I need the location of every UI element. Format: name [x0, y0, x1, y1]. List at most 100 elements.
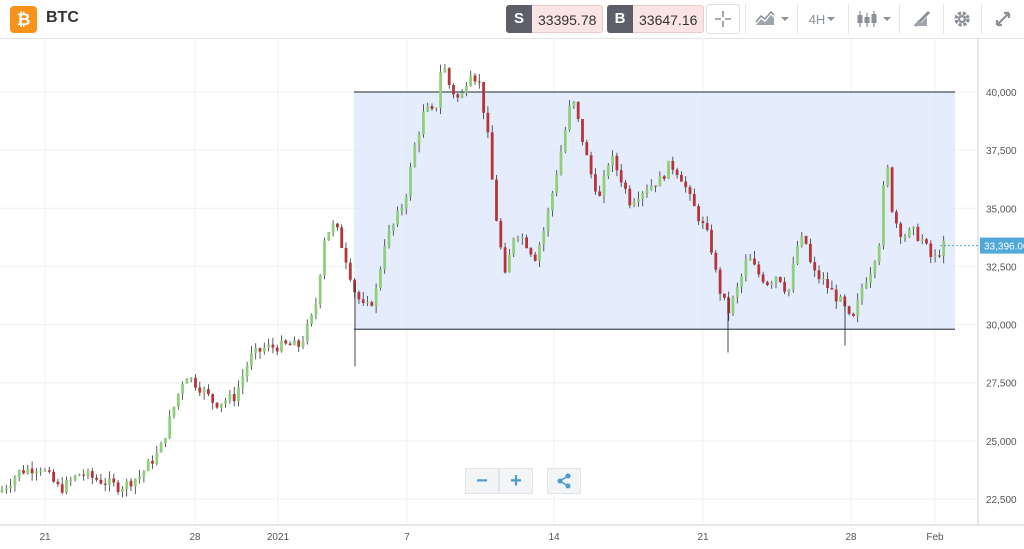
candle-body	[546, 210, 550, 231]
crosshair-icon	[715, 11, 731, 27]
candle-body	[727, 297, 731, 314]
candle-body	[391, 224, 395, 231]
candle-body	[753, 258, 756, 265]
candle-body	[589, 155, 593, 175]
candle-body	[237, 387, 240, 402]
candle-body	[688, 187, 692, 194]
candle-body	[409, 166, 412, 197]
sell-price-button[interactable]: S 33395.78	[506, 5, 604, 33]
candle-body	[224, 400, 227, 404]
candle-body	[714, 252, 718, 270]
candle-body	[684, 181, 688, 188]
candle-body	[0, 490, 4, 493]
candle-body	[606, 165, 610, 177]
candle-body	[99, 479, 103, 484]
candle-body	[86, 471, 90, 476]
candle-body	[13, 477, 17, 486]
candle-body	[469, 75, 473, 87]
candle-body	[774, 277, 778, 283]
current-price-badge	[980, 237, 1024, 254]
toolbar-divider	[899, 4, 900, 34]
candle-body	[598, 191, 602, 196]
candle-body	[245, 365, 249, 377]
candle-body	[439, 72, 442, 108]
drawing-tool-button[interactable]	[905, 4, 939, 34]
candle-body	[288, 343, 292, 346]
candle-body	[297, 340, 301, 347]
crosshair-button[interactable]	[706, 4, 740, 34]
candle-body	[168, 416, 172, 439]
candle-body	[508, 254, 511, 273]
candle-body	[654, 185, 657, 187]
candle-type-button[interactable]	[854, 4, 894, 34]
candle-body	[422, 111, 425, 135]
candle-body	[641, 192, 645, 200]
candle-body	[138, 476, 141, 480]
candle-body	[912, 226, 915, 230]
candle-body	[637, 199, 640, 203]
candle-body	[47, 470, 51, 472]
y-axis-tick-label: 40,000	[986, 88, 1017, 99]
candle-body	[899, 223, 903, 237]
candle-body	[658, 176, 662, 187]
candle-body	[357, 292, 361, 300]
candle-body	[761, 274, 765, 283]
candle-body	[895, 211, 898, 224]
area-chart-icon	[755, 10, 789, 25]
candle-body	[43, 470, 47, 472]
candle-body	[748, 258, 752, 261]
candle-body	[90, 471, 94, 478]
candle-body	[211, 394, 215, 403]
candle-body	[770, 282, 774, 286]
zoom-in-button[interactable]: +	[499, 468, 533, 494]
candle-body	[516, 237, 520, 239]
x-axis-tick-label: 28	[189, 532, 201, 543]
y-axis-tick-label: 35,000	[986, 204, 1017, 215]
gear-icon	[954, 11, 970, 27]
buy-price: 33647.16	[633, 5, 705, 33]
candle-body	[370, 302, 374, 306]
candle-body	[22, 470, 25, 474]
candle-body	[757, 264, 761, 275]
settings-button[interactable]	[947, 4, 977, 34]
candle-body	[30, 468, 34, 474]
chart-type-button[interactable]	[752, 4, 792, 34]
candle-body	[821, 279, 825, 281]
candle-body	[576, 101, 580, 120]
toolbar-divider	[981, 4, 982, 34]
candle-body	[314, 304, 318, 315]
price-chart[interactable]: 40,000 37,500 35,000 32,500 30,000 27,500 25,0…	[0, 38, 1024, 549]
candle-body	[705, 223, 709, 230]
candle-body	[56, 481, 60, 485]
timeframe-button[interactable]: 4H	[803, 4, 843, 34]
candle-body	[933, 255, 937, 258]
candle-body	[826, 279, 829, 289]
candle-body	[667, 160, 670, 179]
candle-body	[628, 188, 632, 206]
candle-body	[254, 348, 258, 354]
candle-body	[366, 302, 369, 304]
candle-body	[800, 236, 804, 246]
candle-body	[189, 377, 193, 380]
toolbar: ₿ BTC S 33395.78 B 33647.16 4H	[0, 0, 1024, 39]
candle-body	[65, 480, 68, 493]
buy-price-button[interactable]: B 33647.16	[607, 5, 705, 33]
fullscreen-button[interactable]	[987, 4, 1019, 34]
candle-body	[611, 155, 614, 166]
candlestick-icon	[857, 11, 891, 27]
candle-body	[490, 132, 494, 180]
candle-body	[619, 170, 623, 183]
candle-body	[327, 232, 331, 241]
candle-body	[551, 192, 554, 211]
candle-body	[486, 112, 490, 133]
candle-body	[185, 379, 189, 384]
zoom-out-button[interactable]: −	[465, 468, 499, 494]
candle-body	[735, 286, 739, 298]
chevron-down-icon	[827, 17, 836, 21]
candle-body	[675, 169, 679, 175]
candle-body	[632, 202, 636, 206]
expand-icon	[995, 11, 1011, 27]
candle-body	[379, 269, 382, 289]
candle-body	[348, 262, 352, 280]
share-button[interactable]	[547, 468, 581, 494]
